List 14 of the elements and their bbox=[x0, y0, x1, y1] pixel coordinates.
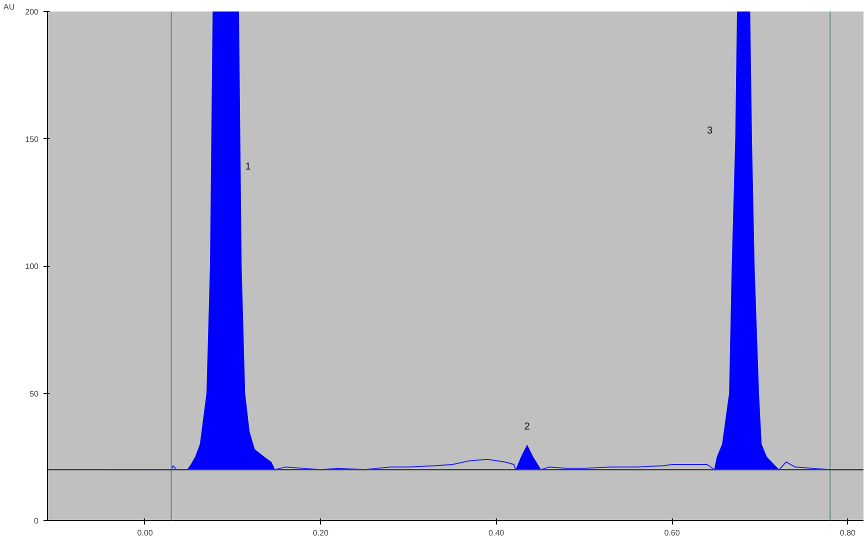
y-tick-label: 0 bbox=[34, 516, 40, 526]
y-tick-label: 200 bbox=[25, 8, 40, 16]
x-tick-label: 0.40 bbox=[488, 528, 505, 538]
annotation: 2 bbox=[524, 421, 530, 432]
y-axis-title: AU bbox=[4, 2, 15, 12]
annotation: 3 bbox=[706, 126, 713, 137]
y-tick-label: 50 bbox=[30, 389, 40, 398]
annotation: 1 bbox=[245, 161, 252, 172]
x-tick-label: 0.80 bbox=[840, 528, 856, 538]
x-tick-label: 0.00 bbox=[137, 528, 154, 538]
x-tick-label: 0.60 bbox=[664, 528, 680, 538]
x-tick-label: 0.20 bbox=[312, 528, 330, 538]
y-tick-label: 100 bbox=[25, 262, 40, 271]
y-tick-label: 150 bbox=[25, 134, 40, 144]
